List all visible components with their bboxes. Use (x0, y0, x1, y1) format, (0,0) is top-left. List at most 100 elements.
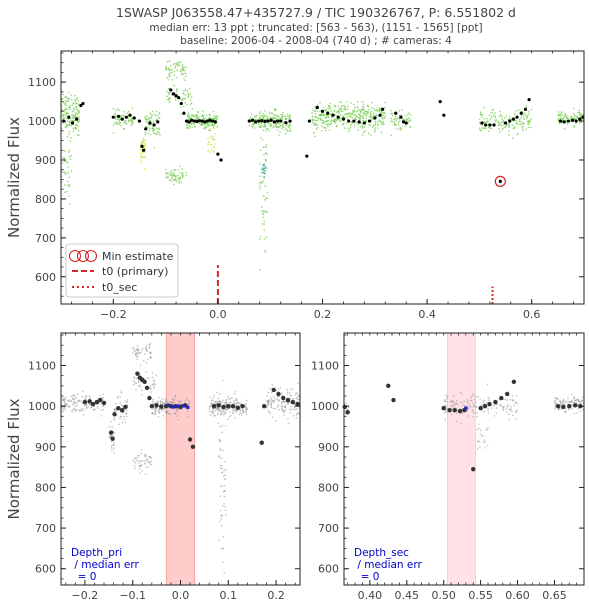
binned-point (216, 403, 221, 408)
raw-point (74, 408, 77, 411)
raw-point (219, 509, 222, 512)
binned-point (67, 115, 71, 119)
raw-point (110, 420, 112, 423)
raw-point (149, 456, 151, 458)
raw-point (149, 351, 152, 354)
raw-point (526, 117, 528, 119)
raw-point (179, 61, 182, 63)
raw-point (510, 406, 512, 408)
raw-point (210, 143, 212, 146)
raw-point (63, 171, 66, 173)
raw-point (510, 408, 512, 410)
raw-point (580, 121, 583, 124)
raw-point (268, 117, 271, 120)
raw-point (217, 422, 220, 425)
raw-point (152, 380, 155, 382)
y-tick-label: 700 (318, 522, 339, 535)
raw-point (76, 124, 78, 126)
raw-point (445, 410, 447, 412)
raw-point (282, 126, 285, 129)
raw-point (246, 407, 248, 409)
raw-point (153, 387, 155, 389)
binned-point (574, 119, 578, 123)
raw-point (262, 167, 264, 169)
raw-point (115, 109, 117, 111)
primary-eclipse-band (165, 332, 196, 586)
raw-point (573, 112, 575, 115)
raw-point (63, 403, 66, 405)
raw-point (264, 185, 266, 187)
raw-point (497, 399, 500, 401)
raw-point (490, 111, 492, 114)
raw-point (334, 122, 337, 124)
raw-point (266, 153, 268, 155)
raw-point (181, 73, 184, 76)
raw-point (483, 118, 485, 120)
x-tick-label: 0.4 (418, 308, 436, 321)
raw-point (69, 106, 71, 109)
raw-point (294, 409, 297, 411)
highlight-point (185, 405, 190, 410)
raw-point (154, 132, 156, 135)
raw-point (444, 418, 447, 421)
raw-point (406, 118, 409, 120)
raw-point (321, 119, 323, 122)
raw-point (315, 119, 318, 122)
raw-point (132, 352, 134, 354)
raw-point (136, 358, 139, 361)
raw-point (254, 116, 257, 118)
binned-point (357, 120, 361, 124)
binned-point (259, 440, 264, 445)
raw-point (269, 387, 272, 390)
raw-point (353, 109, 356, 111)
raw-point (376, 121, 379, 123)
raw-point (216, 391, 218, 394)
raw-point (472, 393, 474, 395)
raw-point (65, 113, 68, 115)
raw-point (208, 113, 211, 116)
raw-point (167, 172, 169, 174)
raw-point (290, 388, 292, 391)
raw-point (224, 460, 226, 463)
highlight-point (166, 403, 171, 408)
binned-point (260, 119, 264, 123)
raw-point (219, 401, 222, 403)
raw-point (174, 99, 177, 102)
raw-point (263, 223, 265, 225)
raw-point (214, 400, 217, 403)
binned-point (505, 391, 510, 397)
x-tick-label: 0.50 (431, 589, 456, 602)
y-tick-label: 600 (35, 271, 56, 284)
raw-point (172, 178, 174, 180)
raw-point (580, 116, 582, 118)
raw-point (68, 97, 71, 100)
raw-point (174, 66, 177, 69)
raw-point (567, 402, 569, 404)
binned-point (219, 158, 223, 162)
raw-point (461, 412, 464, 414)
raw-point (362, 119, 364, 122)
raw-point (143, 147, 146, 149)
raw-point (262, 116, 265, 118)
binned-point (261, 403, 267, 409)
x-tick-label: −0.2 (100, 308, 127, 321)
legend-t0-sec-label: t0_sec (102, 281, 137, 294)
raw-point (235, 398, 238, 400)
raw-point (520, 116, 523, 119)
raw-point (263, 122, 266, 125)
raw-point (333, 121, 336, 123)
raw-point (212, 118, 215, 120)
raw-point (285, 124, 287, 127)
raw-point (219, 410, 222, 413)
raw-point (66, 184, 69, 187)
raw-point (108, 436, 111, 438)
raw-point (201, 124, 204, 126)
raw-point (220, 471, 223, 474)
raw-point (221, 467, 223, 470)
raw-point (156, 128, 159, 130)
raw-point (530, 126, 532, 129)
raw-point (168, 96, 170, 99)
bottom-right-panel: 0.40 0.45 0.50 0.55 0.60 0.65 600700800900100… (311, 332, 585, 602)
raw-point (224, 505, 226, 508)
